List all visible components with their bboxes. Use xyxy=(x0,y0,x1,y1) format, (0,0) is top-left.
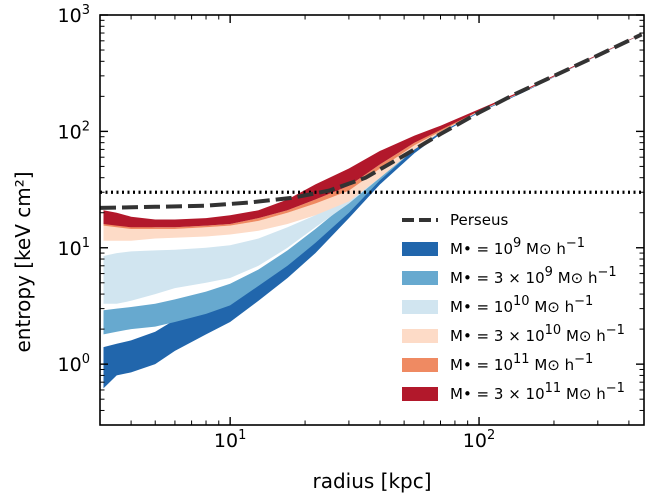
legend-item-3: M• = 3 × 109 M⊙ h−1 xyxy=(402,265,617,287)
legend: Perseus M• = 109 M⊙ h−1 M• = 3 × 109 M⊙ h−… xyxy=(402,211,625,403)
bands-layer xyxy=(103,33,642,389)
x-axis-label: radius [kpc] xyxy=(312,469,431,493)
x-tick-label: 102 xyxy=(463,428,495,452)
legend-label: M• = 109 M⊙ h−1 xyxy=(450,236,585,258)
legend-patch-swatch xyxy=(402,271,438,285)
legend-patch-swatch xyxy=(402,300,438,314)
legend-item-5: M• = 3 × 1010 M⊙ h−1 xyxy=(402,323,625,345)
legend-label: M• = 3 × 1010 M⊙ h−1 xyxy=(450,323,625,345)
legend-item-7: M• = 3 × 1011 M⊙ h−1 xyxy=(402,381,625,403)
plot-frame xyxy=(99,14,645,426)
legend-label: M• = 1010 M⊙ h−1 xyxy=(450,294,593,316)
band-2 xyxy=(103,34,642,335)
perseus-line xyxy=(100,32,643,210)
legend-patch-swatch xyxy=(402,387,438,401)
y-tick-label: 103 xyxy=(58,3,90,27)
legend-item-6: M• = 1011 M⊙ h−1 xyxy=(402,352,593,374)
legend-item-1: Perseus xyxy=(402,211,508,229)
axes-box xyxy=(99,14,645,426)
y-tick-label: 102 xyxy=(58,119,90,143)
y-tick-label: 100 xyxy=(58,352,90,376)
lines-layer xyxy=(100,32,644,210)
legend-label: Perseus xyxy=(450,211,508,229)
legend-patch-swatch xyxy=(402,242,438,256)
legend-label: M• = 3 × 1011 M⊙ h−1 xyxy=(450,381,625,403)
y-axis-label: entropy [keV cm²] xyxy=(11,171,35,352)
y-tick-label: 101 xyxy=(58,236,90,260)
legend-patch-swatch xyxy=(402,358,438,372)
ticks-layer: 101 102 100 101 102 103 xyxy=(58,3,644,452)
legend-item-2: M• = 109 M⊙ h−1 xyxy=(402,236,585,258)
legend-item-4: M• = 1010 M⊙ h−1 xyxy=(402,294,593,316)
legend-label: M• = 3 × 109 M⊙ h−1 xyxy=(450,265,617,287)
x-tick-label: 101 xyxy=(214,428,246,452)
band-3 xyxy=(103,34,642,304)
legend-patch-swatch xyxy=(402,329,438,343)
legend-label: M• = 1011 M⊙ h−1 xyxy=(450,352,593,374)
